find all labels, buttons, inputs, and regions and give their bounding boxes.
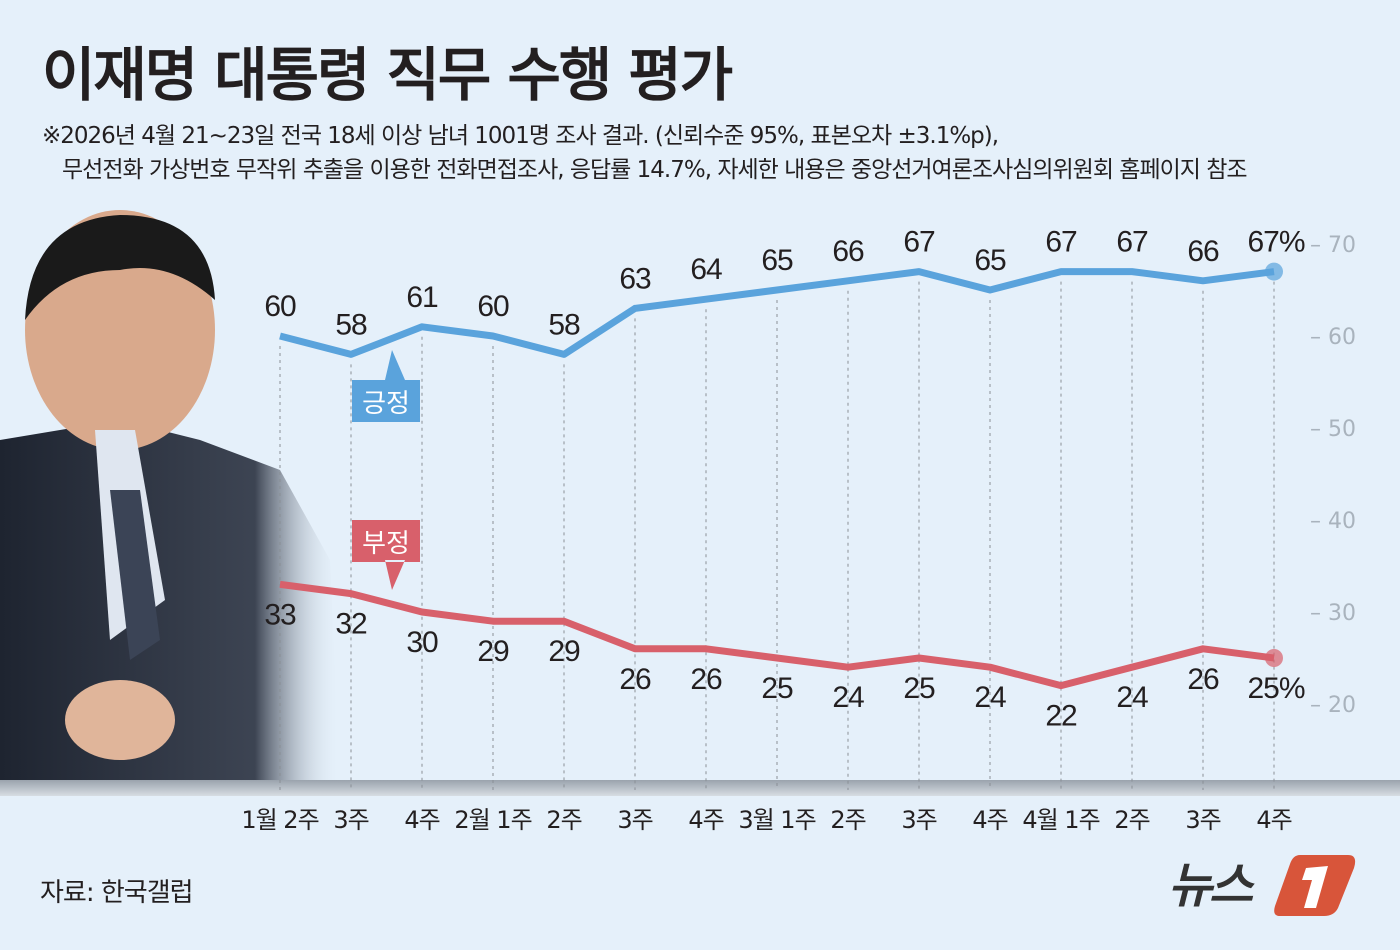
data-label: 32 bbox=[335, 608, 367, 641]
data-label: 24 bbox=[1116, 681, 1148, 714]
y-tick-label: – 50 bbox=[1310, 417, 1356, 442]
svg-text:뉴스: 뉴스 bbox=[1168, 858, 1255, 914]
data-label: 26 bbox=[619, 663, 651, 696]
data-label: 67% bbox=[1247, 226, 1304, 259]
data-label: 25% bbox=[1247, 672, 1304, 705]
y-tick-label: – 20 bbox=[1310, 693, 1356, 718]
x-tick-label: 3주 bbox=[901, 806, 936, 834]
data-label: 60 bbox=[264, 290, 296, 323]
data-label: 63 bbox=[619, 262, 651, 295]
data-label: 66 bbox=[832, 235, 864, 268]
data-label: 26 bbox=[690, 663, 722, 696]
data-label: 65 bbox=[974, 244, 1006, 277]
x-tick-label: 2월 1주 bbox=[454, 806, 531, 834]
y-tick-label: – 30 bbox=[1310, 601, 1356, 626]
x-tick-label: 3주 bbox=[1185, 806, 1220, 834]
floor-band bbox=[0, 780, 1400, 796]
x-tick-label: 2주 bbox=[1114, 806, 1149, 834]
legend-label-positive: 긍정 bbox=[362, 389, 410, 419]
data-label: 58 bbox=[335, 308, 367, 341]
data-label: 60 bbox=[477, 290, 509, 323]
x-tick-label: 1월 2주 bbox=[241, 806, 318, 834]
x-tick-label: 4주 bbox=[688, 806, 723, 834]
data-label: 64 bbox=[690, 253, 722, 286]
data-label: 29 bbox=[548, 635, 580, 668]
x-tick-label: 4월 1주 bbox=[1022, 806, 1099, 834]
legend-negative: 부정 bbox=[352, 520, 420, 590]
data-label: 58 bbox=[548, 308, 580, 341]
x-tick-label: 3주 bbox=[617, 806, 652, 834]
x-tick-label: 4주 bbox=[1256, 806, 1291, 834]
x-tick-label: 3월 1주 bbox=[738, 806, 815, 834]
legend-positive: 긍정 bbox=[352, 350, 420, 422]
data-label: 25 bbox=[903, 672, 935, 705]
data-label: 24 bbox=[974, 681, 1006, 714]
last-point-marker bbox=[1265, 262, 1283, 281]
x-tick-label: 4주 bbox=[404, 806, 439, 834]
x-tick-label: 2주 bbox=[546, 806, 581, 834]
data-label: 67 bbox=[903, 226, 935, 259]
last-point-marker bbox=[1265, 649, 1283, 667]
legend-label-negative: 부정 bbox=[362, 529, 410, 559]
data-label: 22 bbox=[1045, 700, 1077, 733]
data-label: 33 bbox=[264, 598, 296, 631]
data-label: 29 bbox=[477, 635, 509, 668]
y-tick-label: – 40 bbox=[1310, 509, 1356, 534]
series-line-1 bbox=[279, 580, 1275, 690]
y-tick-label: – 70 bbox=[1310, 233, 1356, 258]
page-title: 이재명 대통령 직무 수행 평가 bbox=[42, 41, 733, 109]
data-label: 61 bbox=[406, 281, 438, 314]
survey-note-line2: 무선전화 가상번호 무작위 추출을 이용한 전화면접조사, 응답률 14.7%,… bbox=[62, 157, 1248, 183]
x-tick-label: 4주 bbox=[972, 806, 1007, 834]
data-label: 30 bbox=[406, 626, 438, 659]
news1-logo: 뉴스 bbox=[1168, 855, 1356, 916]
data-label: 67 bbox=[1116, 226, 1148, 259]
data-label: 67 bbox=[1045, 226, 1077, 259]
source-note: 자료: 한국갤럽 bbox=[40, 878, 194, 908]
data-label: 24 bbox=[832, 681, 864, 714]
data-label: 25 bbox=[761, 672, 793, 705]
data-label: 26 bbox=[1187, 663, 1219, 696]
data-label: 66 bbox=[1187, 235, 1219, 268]
x-tick-label: 2주 bbox=[830, 806, 865, 834]
data-label: 65 bbox=[761, 244, 793, 277]
survey-note-line1: ※2026년 4월 21~23일 전국 18세 이상 남녀 1001명 조사 결… bbox=[42, 123, 999, 149]
y-tick-label: – 60 bbox=[1310, 325, 1356, 350]
x-tick-label: 3주 bbox=[333, 806, 368, 834]
series-line-0 bbox=[279, 268, 1275, 358]
person-photo bbox=[0, 210, 340, 780]
